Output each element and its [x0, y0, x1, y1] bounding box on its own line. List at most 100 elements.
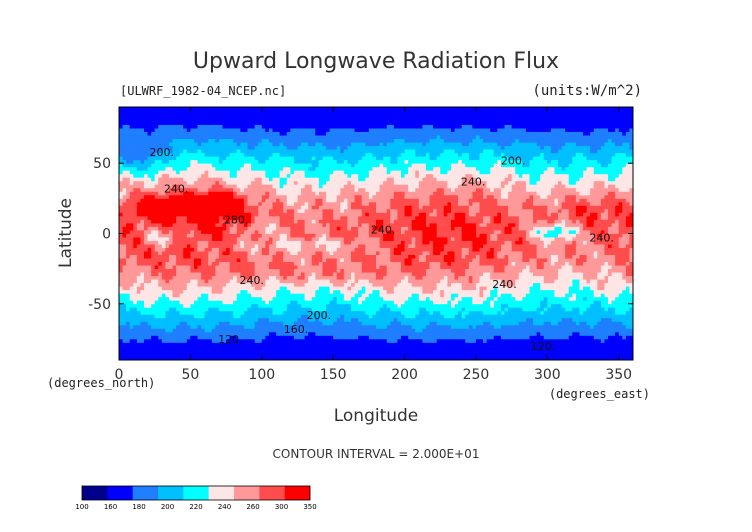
heatmap-cell — [247, 338, 252, 343]
heatmap-cell — [247, 282, 252, 287]
heatmap-cell — [493, 314, 498, 319]
heatmap-cell — [615, 328, 620, 333]
heatmap-cell — [550, 345, 555, 350]
heatmap-cell — [525, 303, 530, 308]
heatmap-cell — [165, 317, 170, 322]
heatmap-cell — [608, 321, 612, 326]
units-label: (units:W/m^2) — [532, 83, 642, 99]
heatmap-cell — [583, 282, 587, 287]
heatmap-cell — [297, 261, 302, 266]
heatmap-cell — [179, 307, 184, 312]
heatmap-cell — [172, 237, 177, 241]
heatmap-cell — [183, 324, 188, 329]
heatmap-cell — [579, 279, 584, 284]
heatmap-cell — [279, 258, 284, 263]
heatmap-cell — [176, 275, 181, 280]
heatmap-cell — [579, 324, 584, 329]
heatmap-cell — [408, 356, 413, 360]
heatmap-cell — [283, 268, 288, 273]
heatmap-cell — [215, 310, 220, 315]
heatmap-cell — [276, 279, 281, 284]
heatmap-cell — [568, 258, 573, 263]
heatmap-cell — [454, 244, 459, 248]
heatmap-cell — [600, 247, 605, 252]
heatmap-cell — [579, 282, 584, 287]
heatmap-cell — [461, 296, 466, 301]
heatmap-cell — [193, 279, 198, 284]
heatmap-cell — [579, 335, 584, 340]
heatmap-cell — [190, 356, 195, 360]
heatmap-cell — [179, 275, 184, 280]
heatmap-cell — [340, 310, 345, 315]
heatmap-cell — [276, 240, 281, 245]
heatmap-cell — [400, 310, 405, 315]
heatmap-cell — [258, 349, 263, 354]
heatmap-cell — [515, 352, 520, 357]
heatmap-cell — [226, 254, 231, 259]
heatmap-cell — [358, 307, 363, 312]
heatmap-cell — [190, 261, 195, 266]
heatmap-cell — [208, 296, 213, 301]
heatmap-cell — [179, 272, 184, 277]
heatmap-cell — [354, 289, 359, 294]
heatmap-cell — [218, 251, 223, 255]
heatmap-cell — [618, 258, 623, 263]
heatmap-cell — [500, 345, 505, 350]
heatmap-cell — [168, 338, 173, 343]
heatmap-cell — [240, 303, 245, 308]
heatmap-cell — [408, 272, 413, 277]
heatmap-cell — [329, 349, 334, 354]
heatmap-cell — [154, 328, 159, 333]
heatmap-cell — [329, 251, 334, 255]
heatmap-cell — [315, 261, 320, 266]
heatmap-cell — [218, 293, 223, 298]
heatmap-cell — [475, 300, 480, 305]
heatmap-cell — [558, 342, 563, 347]
heatmap-cell — [593, 321, 598, 326]
heatmap-cell — [508, 293, 513, 298]
heatmap-cell — [486, 324, 491, 329]
heatmap-cell — [229, 338, 234, 343]
heatmap-cell — [618, 261, 623, 266]
heatmap-cell — [158, 345, 163, 350]
heatmap-cell — [165, 251, 170, 255]
heatmap-cell — [336, 279, 341, 284]
heatmap-cell — [475, 303, 480, 308]
heatmap-cell — [243, 328, 248, 333]
heatmap-cell — [525, 300, 530, 305]
heatmap-cell — [536, 258, 541, 263]
heatmap-cell — [500, 286, 505, 291]
heatmap-cell — [297, 349, 302, 354]
heatmap-cell — [540, 251, 545, 255]
heatmap-cell — [450, 240, 455, 245]
heatmap-cell — [590, 247, 595, 252]
heatmap-cell — [361, 268, 366, 273]
heatmap-cell — [415, 240, 420, 245]
heatmap-cell — [600, 335, 605, 340]
heatmap-cell — [433, 268, 438, 273]
heatmap-cell — [465, 338, 470, 343]
heatmap-cell — [129, 314, 134, 319]
heatmap-cell — [358, 293, 363, 298]
heatmap-cell — [347, 335, 352, 340]
heatmap-cell — [497, 251, 502, 255]
heatmap-cell — [433, 345, 438, 350]
heatmap-cell — [383, 345, 388, 350]
heatmap-cell — [490, 317, 495, 322]
heatmap-cell — [429, 317, 434, 322]
heatmap-cell — [558, 251, 563, 255]
heatmap-cell — [290, 328, 295, 333]
heatmap-cell — [143, 303, 148, 308]
heatmap-cell — [322, 254, 327, 259]
heatmap-cell — [161, 261, 166, 266]
heatmap-cell — [233, 335, 238, 340]
heatmap-cell — [475, 310, 480, 315]
heatmap-cell — [243, 268, 248, 273]
heatmap-cell — [143, 244, 148, 248]
heatmap-cell — [465, 307, 470, 312]
heatmap-cell — [354, 237, 359, 241]
heatmap-cell — [400, 345, 405, 350]
heatmap-cell — [425, 247, 430, 252]
heatmap-cell — [126, 331, 131, 336]
heatmap-cell — [390, 335, 395, 340]
